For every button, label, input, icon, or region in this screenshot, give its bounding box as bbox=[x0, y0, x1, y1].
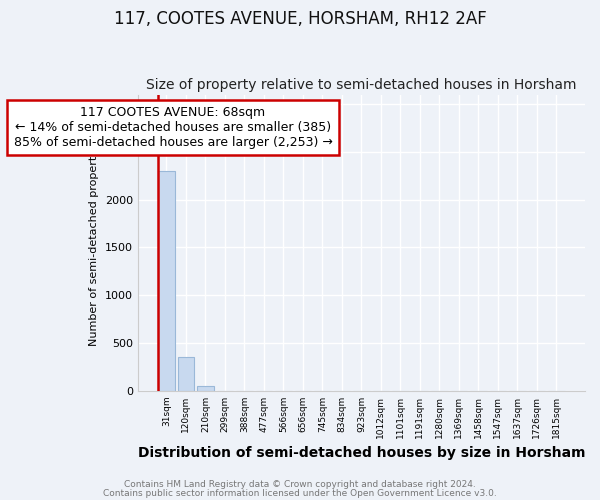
Text: 117 COOTES AVENUE: 68sqm
← 14% of semi-detached houses are smaller (385)
85% of : 117 COOTES AVENUE: 68sqm ← 14% of semi-d… bbox=[14, 106, 332, 149]
Bar bbox=[178, 357, 194, 390]
Text: 117, COOTES AVENUE, HORSHAM, RH12 2AF: 117, COOTES AVENUE, HORSHAM, RH12 2AF bbox=[113, 10, 487, 28]
Bar bbox=[158, 171, 175, 390]
Y-axis label: Number of semi-detached properties: Number of semi-detached properties bbox=[89, 140, 99, 346]
Text: Contains public sector information licensed under the Open Government Licence v3: Contains public sector information licen… bbox=[103, 489, 497, 498]
Bar bbox=[197, 386, 214, 390]
Text: Contains HM Land Registry data © Crown copyright and database right 2024.: Contains HM Land Registry data © Crown c… bbox=[124, 480, 476, 489]
Title: Size of property relative to semi-detached houses in Horsham: Size of property relative to semi-detach… bbox=[146, 78, 577, 92]
X-axis label: Distribution of semi-detached houses by size in Horsham: Distribution of semi-detached houses by … bbox=[137, 446, 585, 460]
